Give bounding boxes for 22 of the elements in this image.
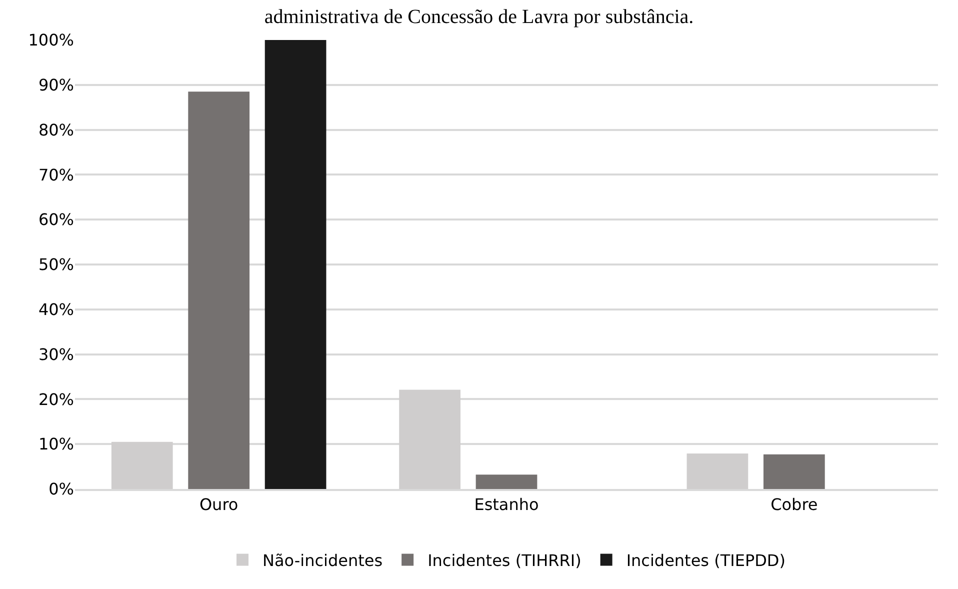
y-tick-label: 100% (28, 30, 74, 50)
legend-label: Não-incidentes (262, 551, 383, 570)
y-tick-label: 50% (38, 255, 74, 274)
legend-label: Incidentes (TIHRRI) (428, 551, 582, 570)
y-tick-label: 80% (38, 120, 74, 140)
bar (476, 474, 538, 489)
y-tick-label: 40% (38, 300, 74, 319)
x-tick-label: Ouro (199, 494, 238, 514)
y-tick-label: 30% (38, 344, 74, 364)
y-tick-label: 0% (48, 480, 74, 499)
y-tick-label: 60% (38, 210, 74, 230)
y-tick-label: 70% (38, 165, 74, 184)
bar (188, 92, 250, 489)
bar (763, 454, 825, 489)
x-tick-label: Cobre (770, 494, 818, 514)
x-tick-label: Estanho (474, 494, 539, 514)
bar (264, 40, 326, 489)
legend-label: Incidentes (TIEPDD) (626, 551, 786, 570)
y-tick-label: 10% (38, 434, 74, 454)
y-tick-label: 90% (38, 76, 74, 94)
chart-title: administrativa de Concessão de Lavra por substância. (264, 6, 694, 28)
y-tick-label: 20% (38, 390, 74, 409)
